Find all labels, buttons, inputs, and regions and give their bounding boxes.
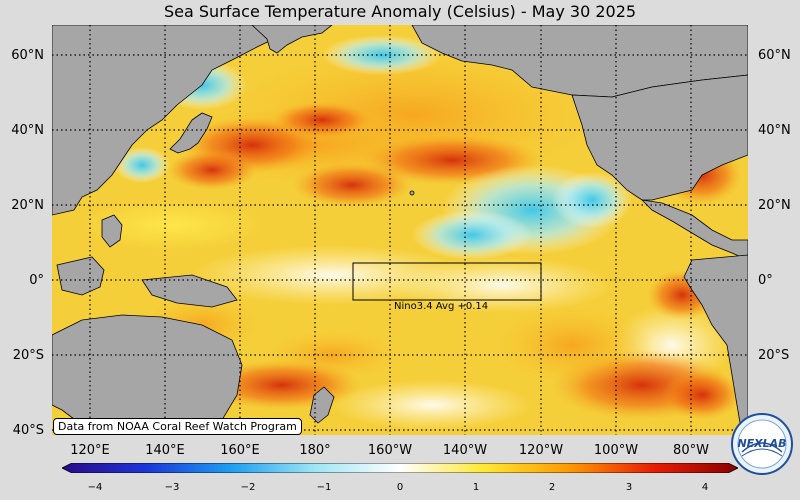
new-zealand-islands [309,386,335,424]
colorbar-ramp [62,463,738,473]
japan-islands [169,112,213,154]
colorbar-tick-neg3: −3 [164,482,180,493]
colorbar [62,463,738,473]
graticule [52,25,748,435]
map-canvas [52,25,748,435]
colorbar-tick-4: 4 [701,482,709,493]
colorbar-tick-neg1: −1 [316,482,332,493]
lat-label-40s-left: 40°S [12,423,44,438]
lon-label-120w: 120°W [518,443,564,458]
lat-label-60n-right: 60°N [758,48,791,63]
logo-text: NEXLAB [737,437,786,450]
nino34-average-label: Nino3.4 Avg +0.14 [394,301,489,312]
lat-label-20n-left: 20°N [11,198,44,213]
central-america-landmass [640,199,748,261]
map-svg [52,25,748,435]
lon-label-180: 180° [299,443,331,458]
colorbar-tick-0: 0 [396,482,404,493]
new-guinea-island [141,274,238,308]
lon-label-160w: 160°W [367,443,413,458]
kamchatka-peninsula [251,25,333,54]
nino34-box [352,262,542,301]
colorbar-tick-3: 3 [625,482,633,493]
data-credit-label: Data from NOAA Coral Reef Watch Program [53,418,302,435]
borneo-island [56,256,105,296]
lon-label-120e: 120°E [70,443,110,458]
south-america-landmass [683,254,748,435]
lon-label-140e: 140°E [145,443,185,458]
lon-label-100w: 100°W [593,443,639,458]
land-masses [52,25,748,435]
lat-label-0-right: 0° [758,273,773,288]
lat-label-20s-right: 20°S [758,348,790,363]
lat-label-20s-left: 20°S [12,348,44,363]
lat-label-60n-left: 60°N [11,48,44,63]
lon-label-80w: 80°W [673,443,709,458]
lat-label-0-left: 0° [29,273,44,288]
map-title: Sea Surface Temperature Anomaly (Celsius… [163,2,637,21]
hawaii-islands [409,190,415,196]
lat-label-40n-right: 40°N [758,123,791,138]
lat-label-20n-right: 20°N [758,198,791,213]
lat-label-40n-left: 40°N [11,123,44,138]
colorbar-tick-neg2: −2 [240,482,256,493]
colorbar-tick-neg4: −4 [87,482,103,493]
australia-landmass [52,314,243,435]
colorbar-tick-2: 2 [548,482,556,493]
philippines-islands [101,214,123,248]
lon-label-160e: 160°E [220,443,260,458]
colorbar-tick-1: 1 [472,482,480,493]
nexlab-logo: NEXLAB [731,413,793,475]
lon-label-140w: 140°W [442,443,488,458]
asia-landmass [52,25,293,216]
